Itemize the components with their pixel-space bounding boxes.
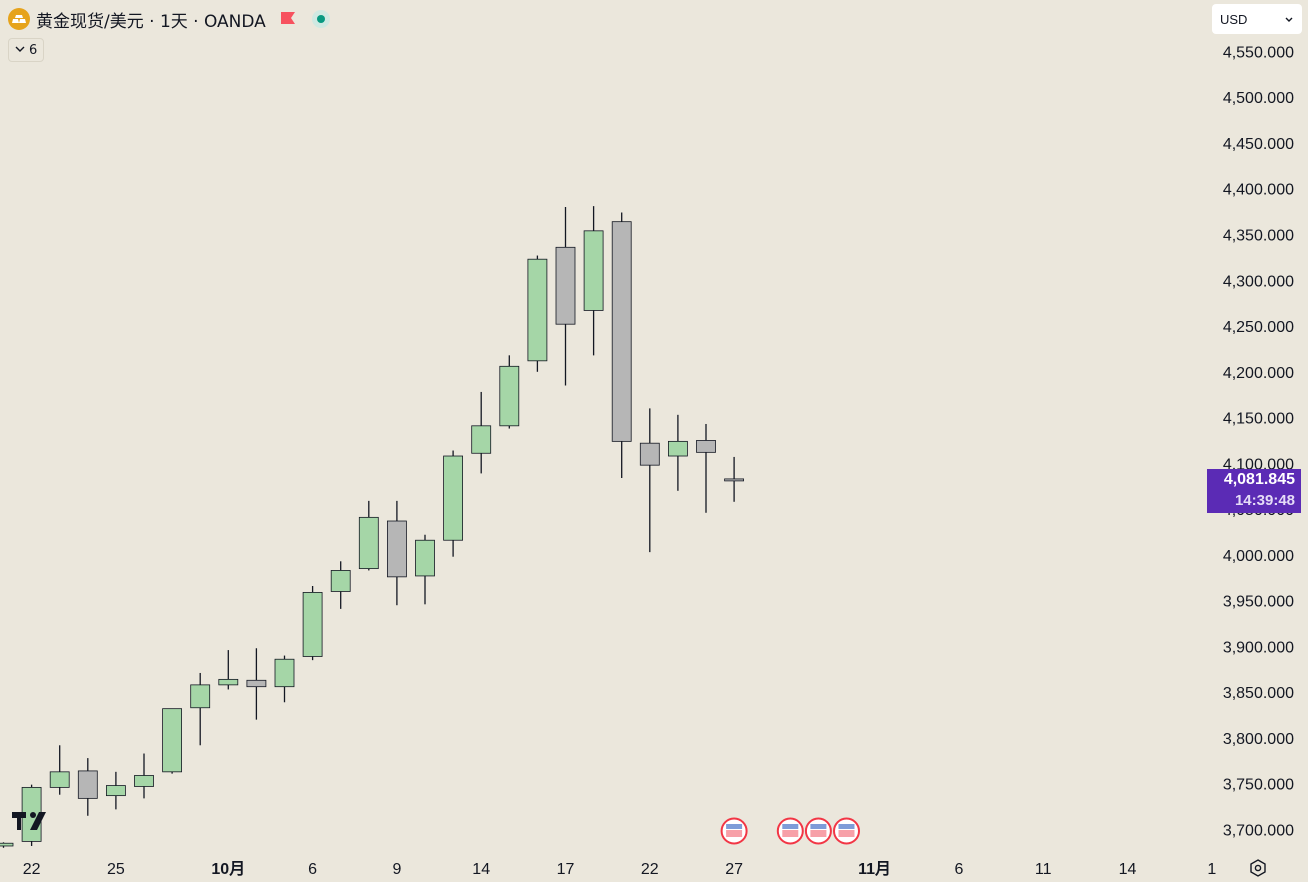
us-flag-icon-canton — [810, 824, 827, 829]
candle-body[interactable] — [302, 592, 323, 657]
price-axis-label: 4,450.000 — [1223, 136, 1294, 153]
price-axis-label: 3,850.000 — [1223, 685, 1294, 702]
tradingview-logo[interactable] — [12, 810, 52, 836]
candle-body[interactable] — [190, 684, 211, 709]
time-axis-label: 1 — [1207, 861, 1216, 878]
us-flag-icon-stripes — [810, 830, 827, 837]
price-axis-label: 4,300.000 — [1223, 273, 1294, 290]
indicators-collapse-button[interactable]: 6 — [8, 38, 45, 62]
candle-body[interactable] — [106, 785, 126, 797]
us-flag-icon-canton — [726, 824, 743, 829]
price-axis-label: 3,950.000 — [1223, 594, 1294, 611]
time-axis-label: 22 — [23, 861, 41, 878]
candle-body[interactable] — [274, 658, 295, 688]
symbol-title[interactable]: 黄金现货/美元 · 1天 · OANDA — [36, 11, 266, 32]
settings-icon[interactable] — [1248, 858, 1268, 878]
chevron-down-icon — [15, 43, 25, 58]
us-flag-icon-stripes — [838, 830, 855, 837]
us-flag-icon-stripes — [782, 830, 799, 837]
price-axis-label: 3,750.000 — [1223, 777, 1294, 794]
candle-body[interactable] — [218, 678, 239, 686]
price-axis-label: 4,250.000 — [1223, 319, 1294, 336]
candle-body[interactable] — [0, 842, 14, 847]
candle-body[interactable] — [134, 775, 154, 787]
candle-body[interactable] — [162, 708, 183, 773]
bar-countdown: 14:39:48 — [1234, 492, 1295, 509]
candle-body[interactable] — [443, 455, 464, 541]
price-axis-label: 4,200.000 — [1223, 365, 1294, 382]
currency-select[interactable]: USD — [1212, 4, 1302, 34]
time-axis-label: 11 — [1035, 861, 1052, 878]
time-axis-label: 11月 — [858, 860, 891, 878]
chevron-down-icon — [1284, 12, 1294, 27]
price-axis-label: 4,550.000 — [1223, 44, 1294, 61]
candle-body[interactable] — [696, 440, 716, 453]
last-price-label: 4,081.845 14:39:48 — [1207, 469, 1301, 513]
us-flag-icon-canton — [838, 824, 855, 829]
red-flag-icon[interactable] — [280, 11, 296, 27]
price-axis-label: 3,800.000 — [1223, 731, 1294, 748]
price-axis-label: 4,350.000 — [1223, 227, 1294, 244]
collapse-count: 6 — [29, 42, 38, 58]
time-axis-label: 27 — [725, 861, 743, 878]
time-axis-label: 9 — [392, 861, 401, 878]
us-flag-icon-stripes — [726, 830, 743, 837]
time-axis-label: 6 — [954, 861, 963, 878]
price-axis-label: 4,400.000 — [1223, 182, 1294, 199]
time-axis-label: 14 — [1119, 861, 1137, 878]
price-axis-label: 4,000.000 — [1223, 548, 1294, 565]
candle-body[interactable] — [415, 539, 435, 577]
gold-bars-icon — [8, 8, 30, 30]
time-axis-label: 14 — [472, 861, 490, 878]
candle-body[interactable] — [668, 440, 688, 457]
price-axis-label: 3,900.000 — [1223, 639, 1294, 656]
market-open-dot-icon[interactable] — [311, 10, 330, 28]
candle-body[interactable] — [386, 520, 407, 578]
candle-body[interactable] — [639, 442, 660, 466]
time-axis-label: 10月 — [211, 860, 245, 878]
symbol-legend[interactable]: 黄金现货/美元 · 1天 · OANDA — [8, 6, 330, 32]
us-flag-icon-canton — [782, 824, 799, 829]
last-price: 4,081.845 — [1223, 471, 1295, 488]
time-axis-label: 22 — [641, 861, 659, 878]
time-axis-label: 6 — [308, 861, 317, 878]
candle-body[interactable] — [77, 770, 98, 799]
candle-body[interactable] — [330, 570, 351, 592]
candle-body[interactable] — [471, 425, 492, 454]
time-axis-label: 17 — [557, 861, 575, 878]
candle-body[interactable] — [358, 516, 379, 570]
currency-value: USD — [1220, 11, 1248, 27]
candle-body[interactable] — [583, 230, 604, 311]
price-axis-label: 4,150.000 — [1223, 411, 1294, 428]
candle-body[interactable] — [499, 365, 520, 427]
price-axis-label: 4,500.000 — [1223, 90, 1294, 107]
price-axis-label: 3,700.000 — [1223, 823, 1294, 840]
candle-body[interactable] — [49, 771, 70, 788]
candle-body[interactable] — [611, 221, 632, 442]
candle-body[interactable] — [724, 478, 744, 482]
time-axis-label: 25 — [107, 861, 125, 878]
candle-body[interactable] — [527, 258, 548, 362]
candle-body[interactable] — [555, 246, 576, 325]
candle-body[interactable] — [246, 679, 267, 688]
